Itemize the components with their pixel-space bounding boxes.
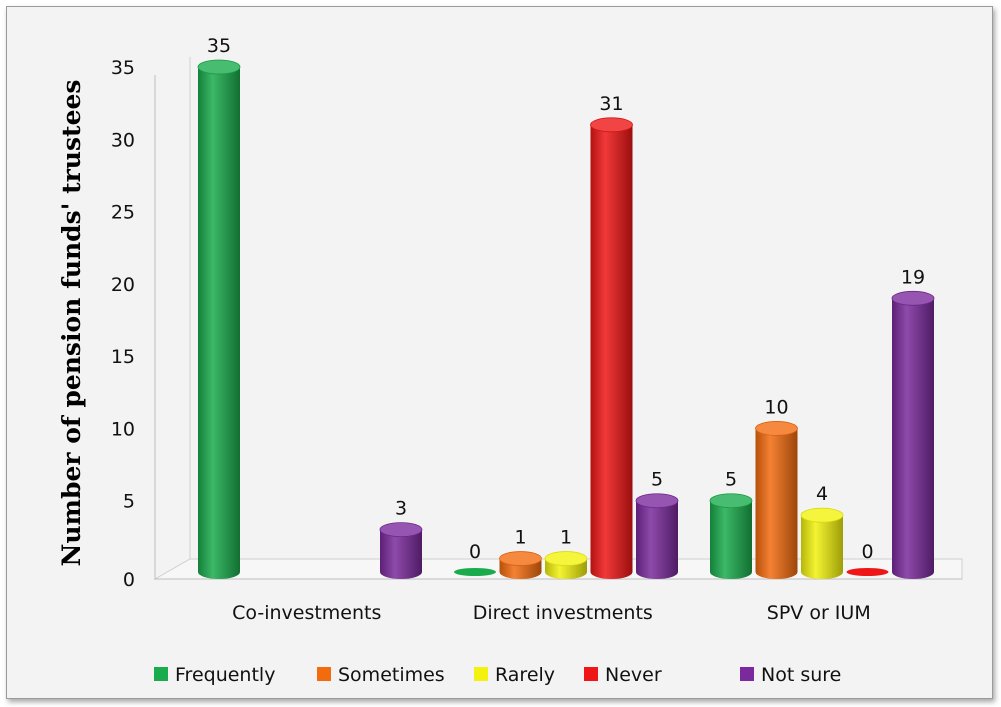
category-labels: Co-investments Direct investments SPV or I… [232, 602, 871, 624]
bar-not-sure-direct-investments [635, 493, 679, 579]
bar-sometimes-spv-or-ium [755, 421, 798, 579]
data-label: 10 [764, 396, 788, 418]
data-label: 1 [514, 527, 526, 549]
data-label: 31 [599, 93, 623, 115]
data-label: 4 [816, 483, 828, 505]
bar-cap [800, 507, 844, 523]
data-label: 19 [901, 266, 925, 288]
data-label: 5 [651, 469, 663, 491]
bar-not-sure-spv-or-ium [891, 290, 935, 579]
bar-frequently-spv-or-ium [709, 493, 753, 579]
legend-swatch [317, 667, 331, 681]
data-label: 35 [207, 35, 231, 57]
legend-swatch [474, 667, 488, 681]
bar-cap [544, 551, 588, 566]
legend-label: Not sure [761, 664, 841, 686]
bar-body [892, 298, 934, 579]
bar-cap [635, 493, 679, 509]
data-label: 0 [469, 541, 481, 563]
y-tick-label: 0 [123, 569, 135, 591]
legend-item-frequently: Frequently [154, 664, 275, 686]
data-label: 0 [861, 541, 873, 563]
legend-swatch [740, 667, 754, 681]
y-tick-label: 15 [111, 346, 135, 368]
legend-label: Sometimes [338, 664, 445, 686]
bar-not-sure-co-investments [379, 522, 423, 579]
bar-sometimes-direct-investments [499, 551, 542, 579]
legend-item-rarely: Rarely [474, 664, 555, 686]
bar-body [710, 500, 752, 579]
legend-swatch [154, 667, 168, 681]
legend-label: Frequently [175, 664, 275, 686]
bar-rarely-direct-investments [544, 551, 588, 579]
legend-item-never: Never [584, 664, 662, 686]
legend-item-sometimes: Sometimes [317, 664, 445, 686]
data-label: 5 [725, 469, 737, 491]
x-tick-label: SPV or IUM [767, 602, 871, 624]
y-tick-label: 10 [111, 418, 135, 440]
legend-item-not-sure: Not sure [740, 664, 841, 686]
bar-body [590, 124, 633, 579]
bar-frequently-direct-investments [454, 568, 496, 576]
bar-frequently-co-investments [197, 59, 241, 579]
bar-cap [709, 493, 753, 509]
bar-cap [590, 117, 633, 133]
bar-body [801, 515, 843, 579]
x-tick-label: Co-investments [232, 602, 381, 624]
bar-body [380, 529, 422, 579]
bar-cap [891, 290, 935, 306]
bar-body [198, 67, 240, 579]
bar-body [755, 428, 798, 579]
y-tick-label: 35 [111, 57, 135, 79]
bar-never-spv-or-ium [846, 568, 889, 576]
y-tick-label: 30 [111, 129, 135, 151]
bar-cap [499, 551, 542, 566]
bar-rarely-spv-or-ium [800, 507, 844, 579]
x-tick-label: Direct investments [473, 602, 653, 624]
legend-swatch [584, 667, 598, 681]
bars-layer [197, 59, 935, 579]
bar-cap [197, 59, 241, 75]
data-label: 3 [395, 498, 407, 520]
chart-frame: 0 5 10 15 20 25 30 35 35 3 0 1 1 31 5 5 10 4 0 19 Co-inves… [6, 6, 993, 699]
y-tick-label: 5 [123, 491, 135, 513]
bar-cap [846, 568, 889, 576]
bar-cap [379, 522, 423, 538]
legend: Frequently Sometimes Rarely Never Not sure [154, 664, 841, 686]
y-axis-title: Number of pension funds' trustees [57, 80, 86, 567]
y-tick-label: 25 [111, 202, 135, 224]
y-tick-label: 20 [111, 274, 135, 296]
legend-label: Rarely [495, 664, 555, 686]
y-axis-ticks: 0 5 10 15 20 25 30 35 [111, 57, 135, 591]
legend-label: Never [605, 664, 662, 686]
data-label: 1 [560, 527, 572, 549]
data-labels-layer: 35 3 0 1 1 31 5 5 10 4 0 19 [207, 35, 925, 563]
bar-cap [755, 421, 798, 436]
bar-cap [454, 568, 496, 576]
bar-body [636, 500, 678, 579]
bar-never-direct-investments [590, 117, 633, 579]
